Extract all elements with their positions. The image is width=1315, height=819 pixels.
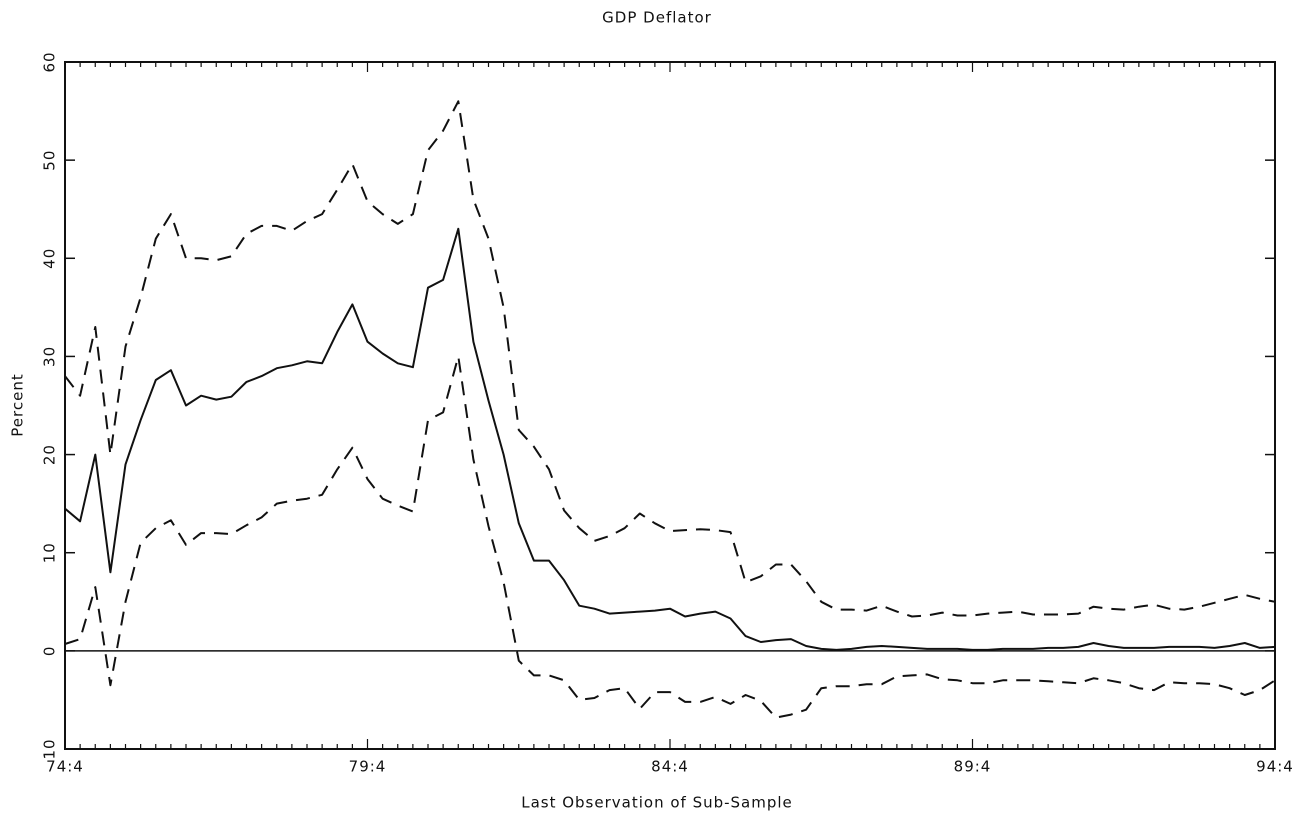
y-tick-label: 20: [41, 444, 59, 465]
y-tick-label: 30: [41, 346, 59, 367]
x-tick-label: 94:4: [1256, 758, 1294, 776]
x-tick-label: 74:4: [46, 758, 84, 776]
series-line: [64, 227, 1276, 651]
y-axis-label: Percent: [9, 373, 27, 436]
y-tick-label: 10: [41, 542, 59, 563]
y-tick-label: 40: [41, 248, 59, 269]
x-axis-label: Last Observation of Sub-Sample: [521, 794, 793, 812]
x-tick-label: 84:4: [651, 758, 689, 776]
chart-title: GDP Deflator: [602, 9, 712, 27]
plot-frame: [64, 61, 1276, 750]
y-tick-label: 50: [41, 150, 59, 171]
band-line: [64, 355, 1276, 719]
y-tick-label: 60: [41, 51, 59, 72]
y-tick-label: 10: [41, 738, 59, 759]
x-tick-label: 79:4: [349, 758, 387, 776]
x-tick-label: 89:4: [954, 758, 992, 776]
y-tick-label: 0: [41, 646, 59, 657]
band-line: [64, 100, 1276, 618]
